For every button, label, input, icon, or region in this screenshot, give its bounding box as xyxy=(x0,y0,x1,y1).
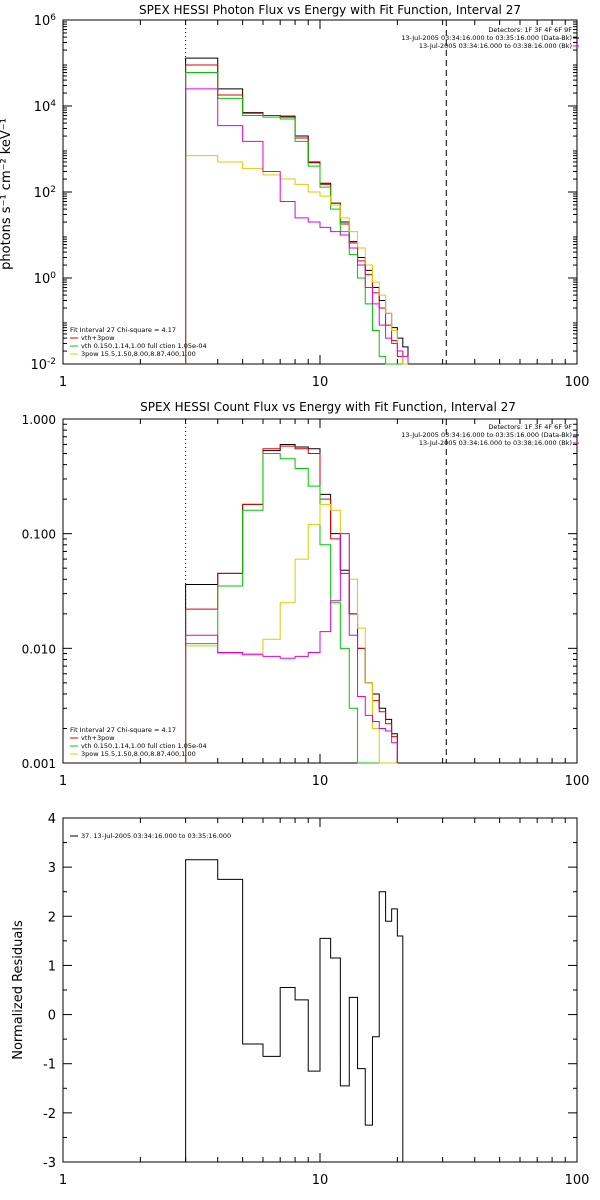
y-tick-label: -2 xyxy=(43,1107,56,1122)
legend-label: vth+3pow xyxy=(81,334,115,342)
y-tick-label: 106 xyxy=(34,13,57,29)
y-tick-label: 4 xyxy=(48,812,56,827)
detector-note: Detectors: 1F 3F 4F 6F 9F xyxy=(488,423,572,431)
y-axis-label: Normalized Residuals xyxy=(11,920,26,1060)
series-line-vth_3pow xyxy=(185,445,398,763)
y-tick-label: 0.001 xyxy=(22,757,56,771)
y-tick-label: 1 xyxy=(48,959,56,974)
x-tick-label: 10 xyxy=(312,375,329,390)
legend-label: vth 0.150,1.14,1.00 full ction 1.05e-04 xyxy=(81,742,207,750)
chart-title: SPEX HESSI Count Flux vs Energy with Fit… xyxy=(140,400,516,414)
x-tick-label: 10 xyxy=(312,774,329,789)
photon-flux-chart: SPEX HESSI Photon Flux vs Energy with Fi… xyxy=(0,3,589,390)
detector-note: Detectors: 1F 3F 4F 6F 9F xyxy=(488,26,572,34)
x-tick-label: 100 xyxy=(565,774,590,789)
time-range-note: 13-Jul-2005 03:34:16.000 to 03:38:16.000… xyxy=(419,42,572,50)
x-tick-label: 1 xyxy=(59,1173,67,1188)
legend-label: vth 0.150,1.14,1.00 full ction 1.05e-04 xyxy=(81,342,207,350)
series-line-vth xyxy=(185,72,408,365)
y-tick-label: 3 xyxy=(48,861,56,876)
series-line-3pow xyxy=(185,503,398,764)
y-axis-label: photons s⁻¹ cm⁻² keV⁻¹ xyxy=(0,118,14,270)
y-tick-label: 1.000 xyxy=(22,413,56,427)
x-tick-label: 100 xyxy=(565,375,590,390)
y-tick-label: 0.010 xyxy=(22,642,56,656)
series-line-residuals xyxy=(185,859,404,1162)
legend-label: Fit Interval 27 Chi-square = 4.17 xyxy=(70,726,176,734)
legend-label: 37. 13-Jul-2005 03:34:16.000 to 03:35:16… xyxy=(81,832,231,840)
y-tick-label: 2 xyxy=(48,910,56,925)
y-tick-label: 104 xyxy=(34,99,57,115)
legend-label: 3pow 15.5,1.50,8.00,8.87,400,1.00 xyxy=(81,750,196,758)
series-line-3pow xyxy=(185,155,408,365)
series-line-bk xyxy=(185,88,409,364)
y-tick-label: -3 xyxy=(43,1156,56,1171)
y-tick-label: 102 xyxy=(34,185,56,201)
plot-area: 1 10 100 0.001 0.010 0.100 1.000 Detectors: 1F … xyxy=(22,413,590,789)
legend-label: 3pow 15.5,1.50,8.00,8.87,400,1.00 xyxy=(81,350,196,358)
x-tick-label: 100 xyxy=(565,1173,590,1188)
plot-area: 1 10 100 10-2 100 102 104 106 Detectors: 1F 3F 4… xyxy=(30,13,589,390)
legend-label: vth+3pow xyxy=(81,734,115,742)
x-tick-label: 1 xyxy=(59,774,67,789)
legend-label: Fit Interval 27 Chi-square = 4.17 xyxy=(70,326,176,334)
time-range-note: 13-Jul-2005 03:34:16.000 to 03:38:16.000… xyxy=(419,439,572,447)
count-flux-chart: SPEX HESSI Count Flux vs Energy with Fit… xyxy=(22,400,590,789)
series-line-vth_3pow xyxy=(185,64,408,365)
chart-title: SPEX HESSI Photon Flux vs Energy with Fi… xyxy=(139,3,521,17)
residuals-chart: Normalized Residuals 1 10 100 -3 -2 -1 0 1 2 3 4 37… xyxy=(11,812,589,1188)
plot-area: 1 10 100 -3 -2 -1 0 1 2 3 4 37. 13-Jul-2005 03:34:1… xyxy=(43,812,589,1188)
series-line-data xyxy=(185,57,409,364)
time-range-note: 13-Jul-2005 03:34:16.000 to 03:35:16.000… xyxy=(401,431,572,439)
y-tick-label: 0.100 xyxy=(22,528,56,542)
time-range-note: 13-Jul-2005 03:34:16.000 to 03:35:16.000… xyxy=(401,34,572,42)
y-tick-label: 0 xyxy=(48,1009,56,1024)
series-line-vth xyxy=(185,453,398,764)
series-line-bk xyxy=(185,533,398,763)
x-tick-label: 1 xyxy=(59,375,67,390)
y-tick-label: 10-2 xyxy=(30,357,56,373)
y-tick-label: -1 xyxy=(43,1058,56,1073)
y-tick-label: 100 xyxy=(34,271,57,287)
x-tick-label: 10 xyxy=(312,1173,329,1188)
